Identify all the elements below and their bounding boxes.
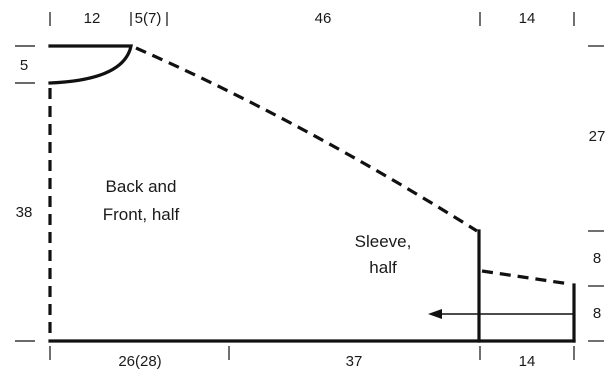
right-measurement-upper: 27	[589, 128, 606, 145]
bottom-measurement-1: 26(28)	[118, 353, 161, 370]
body-label-line1: Back and	[106, 177, 177, 196]
top-measurement-1: 12	[84, 10, 101, 27]
bottom-ticks	[49, 346, 575, 360]
neckline	[48, 44, 133, 85]
left-ticks	[15, 45, 35, 342]
right-measurement-lower: 8	[593, 305, 601, 322]
left-measurement-height: 38	[16, 204, 33, 221]
sleeve-label-line2: half	[369, 258, 397, 277]
top-measurement-2: 5(7)	[135, 10, 162, 27]
left-measurement-neck: 5	[20, 57, 28, 74]
sleeve-label-line1: Sleeve,	[355, 232, 412, 251]
right-ticks	[588, 45, 604, 342]
bottom-measurement-3: 14	[519, 353, 536, 370]
right-measurement-middle: 8	[593, 250, 601, 267]
top-measurement-3: 46	[315, 10, 332, 27]
shoulder-sleeve-top-line	[135, 46, 478, 233]
direction-arrow	[428, 309, 574, 319]
top-measurement-4: 14	[519, 10, 536, 27]
top-ticks	[49, 12, 575, 26]
bottom-measurement-2: 37	[346, 353, 363, 370]
body-label-line2: Front, half	[103, 205, 180, 224]
sleeve-underarm-line	[481, 269, 571, 286]
